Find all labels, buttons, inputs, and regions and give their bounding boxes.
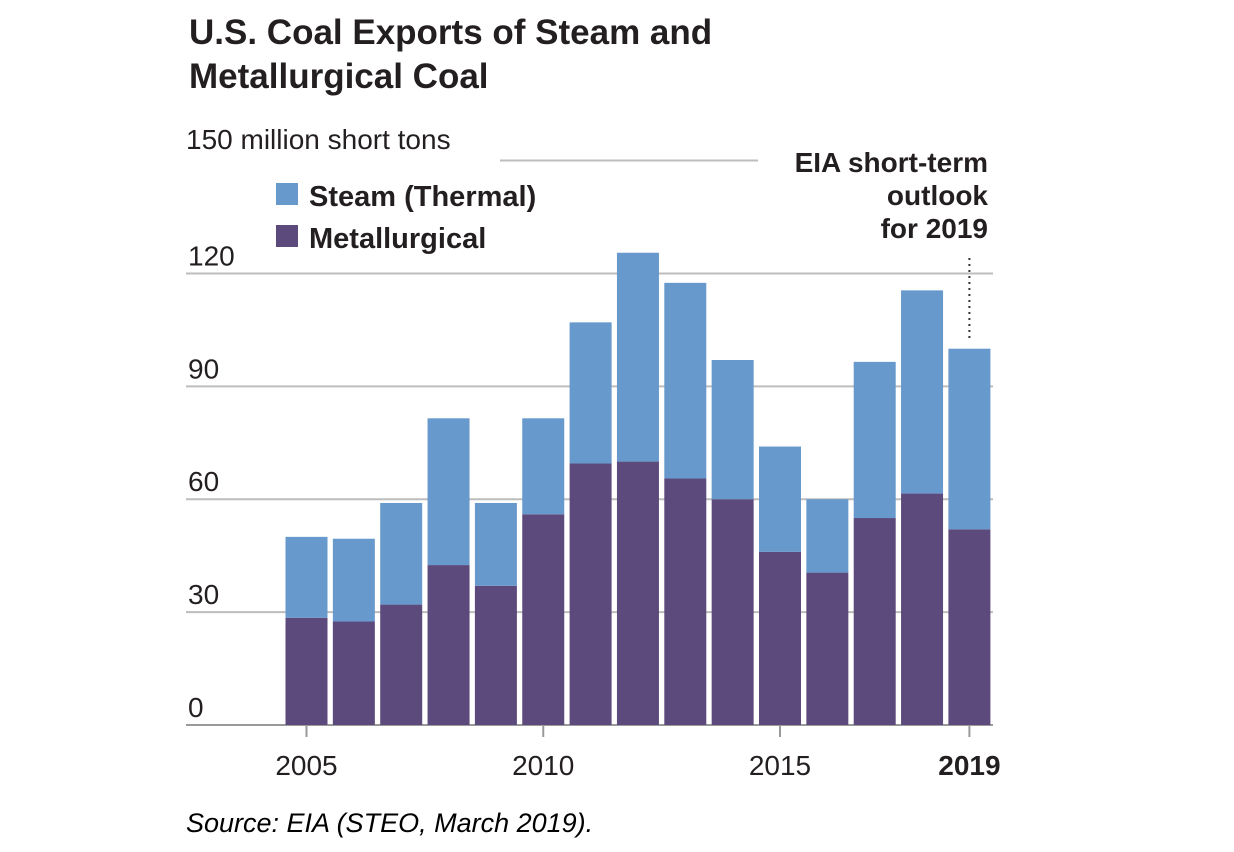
bar-steam-thermal-2006 [332, 538, 375, 622]
bar-steam-thermal-2019 [948, 348, 991, 530]
bar-metallurgical-2013 [664, 478, 707, 725]
bar-metallurgical-2011 [569, 463, 612, 725]
bar-metallurgical-2016 [806, 572, 849, 725]
y-tick-label: 30 [188, 579, 219, 610]
legend-swatch-metallurgical [276, 225, 298, 247]
bar-steam-thermal-2007 [380, 502, 423, 605]
bar-metallurgical-2015 [759, 551, 801, 725]
y-tick-label: 0 [188, 692, 204, 723]
bar-steam-thermal-2010 [522, 418, 565, 515]
bar-metallurgical-2010 [522, 514, 565, 725]
bar-metallurgical-2018 [901, 493, 944, 725]
bar-steam-thermal-2009 [474, 502, 517, 586]
annotation-line-3: for 2019 [881, 213, 988, 244]
annotation-line-1: EIA short-term [795, 147, 988, 178]
legend-label-metallurgical: Metallurgical [309, 223, 486, 255]
y-tick-label: 60 [188, 466, 219, 497]
x-tick-label: 2015 [749, 750, 811, 781]
bar-steam-thermal-2014 [711, 359, 754, 500]
chart-title-line-2: Metallurgical Coal [189, 57, 489, 96]
bar-steam-thermal-2018 [901, 290, 944, 494]
y-axis-unit-label: 150 million short tons [186, 124, 451, 155]
y-tick-label: 90 [188, 353, 219, 384]
bar-metallurgical-2006 [332, 621, 375, 725]
y-tick-label: 120 [188, 240, 235, 271]
chart-title-line-1: U.S. Coal Exports of Steam and [189, 13, 712, 52]
bar-steam-thermal-2015 [759, 446, 801, 552]
legend-swatch-steam [276, 183, 298, 205]
x-tick-label: 2010 [512, 750, 574, 781]
bar-steam-thermal-2012 [616, 252, 659, 462]
outlook-annotation: EIA short-term outlook for 2019 [795, 147, 989, 341]
bar-steam-thermal-2016 [806, 499, 849, 573]
bar-metallurgical-2008 [427, 565, 470, 725]
y-axis-ticks: 0 30 60 90 120 [188, 240, 235, 723]
bar-metallurgical-2014 [711, 499, 754, 725]
bar-metallurgical-2017 [853, 518, 896, 725]
x-tick-label: 2019 [938, 750, 1000, 781]
bar-steam-thermal-2011 [569, 322, 612, 464]
x-axis-ticks: 2005 2010 2015 2019 [275, 725, 1001, 781]
bar-metallurgical-2009 [474, 585, 517, 725]
bar-metallurgical-2005 [285, 617, 328, 725]
bars [285, 252, 991, 725]
bar-steam-thermal-2017 [853, 361, 896, 519]
x-tick-label: 2005 [275, 750, 337, 781]
bar-steam-thermal-2008 [427, 418, 470, 566]
legend-label-steam: Steam (Thermal) [309, 181, 536, 213]
bar-metallurgical-2012 [616, 461, 659, 725]
bar-steam-thermal-2013 [664, 282, 707, 479]
annotation-line-2: outlook [887, 180, 989, 211]
source-note: Source: EIA (STEO, March 2019). [186, 808, 593, 838]
legend: Steam (Thermal) Metallurgical [276, 181, 536, 255]
bar-metallurgical-2007 [380, 604, 423, 725]
bar-metallurgical-2019 [948, 529, 991, 725]
bar-steam-thermal-2005 [285, 536, 328, 618]
